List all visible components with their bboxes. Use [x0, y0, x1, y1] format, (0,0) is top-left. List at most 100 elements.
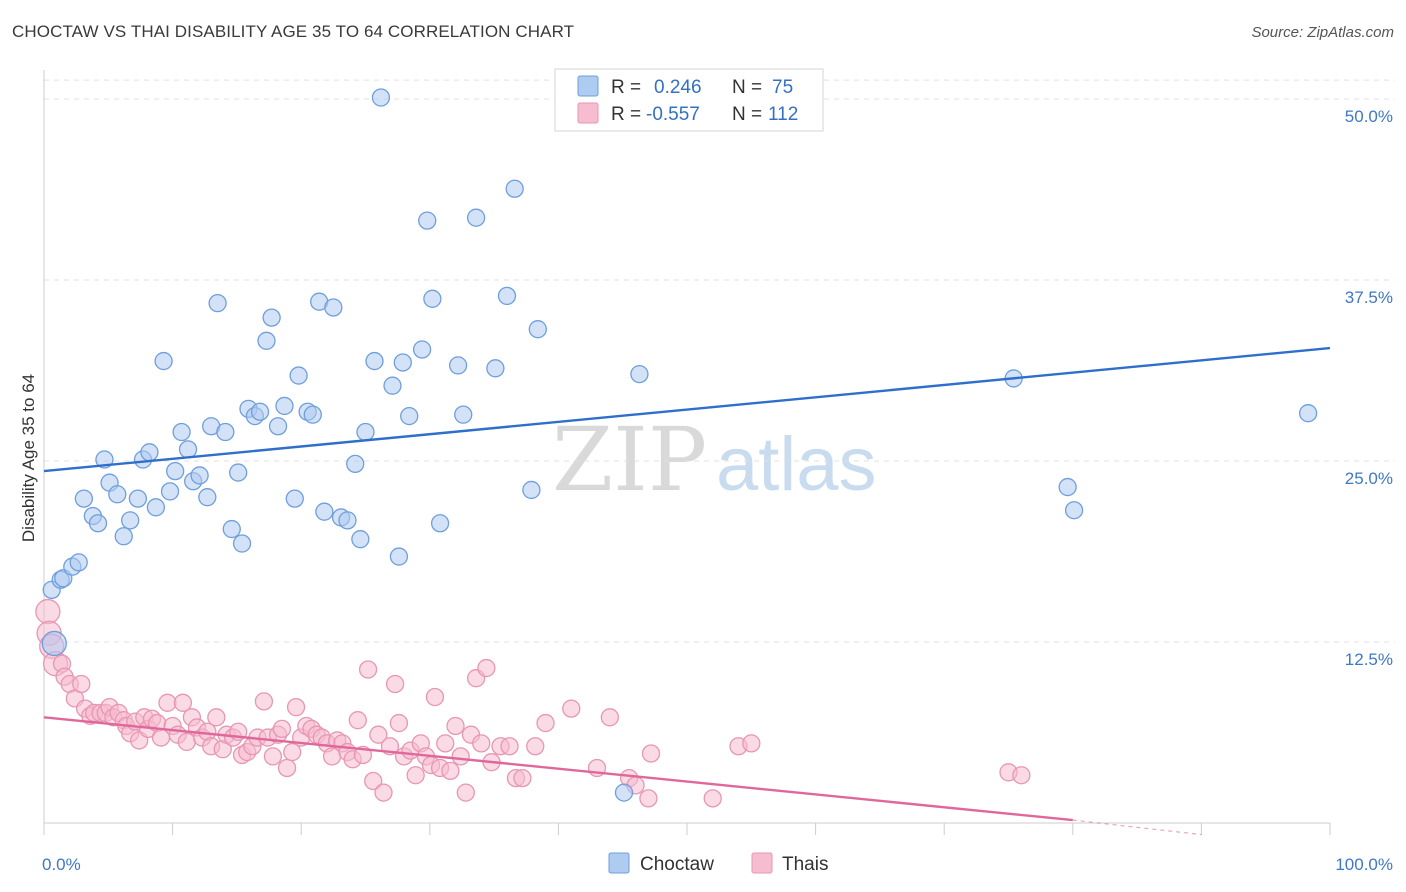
- choctaw-point-52: [371, 88, 391, 107]
- bottom-legend-label-thais: Thais: [782, 854, 828, 875]
- choctaw-point-59: [423, 289, 442, 308]
- choctaw-point-61: [448, 356, 468, 375]
- choctaw-point-39: [285, 489, 304, 508]
- choctaw-point-27: [216, 422, 235, 442]
- choctaw-point-25: [198, 488, 217, 507]
- thais-point-109: [1012, 766, 1031, 785]
- thais-point-53: [286, 698, 306, 717]
- choctaw-point-36: [262, 308, 281, 327]
- choctaw-point-73: [1064, 501, 1084, 520]
- chart-source: Source: ZipAtlas.com: [1251, 24, 1394, 41]
- choctaw-point-13: [121, 511, 140, 530]
- thais-point-72: [385, 674, 405, 694]
- choctaw-point-65: [497, 286, 517, 306]
- choctaw-point-6: [74, 489, 94, 508]
- thais-point-50: [272, 719, 292, 739]
- bottom-legend-swatch-choctaw: [608, 852, 630, 874]
- bottom-legend-swatch-thais: [751, 852, 773, 874]
- choctaw-point-37: [268, 417, 288, 436]
- choctaw-point-49: [351, 530, 370, 549]
- legend-r-value-choctaw: 0.246: [654, 77, 702, 98]
- thais-point-96: [526, 737, 545, 756]
- legend-r-label-choctaw: R =: [611, 77, 641, 98]
- choctaw-point-14: [128, 489, 148, 508]
- choctaw-point-68: [528, 320, 547, 339]
- legend-r-value-thais: -0.557: [646, 104, 700, 125]
- choctaw-point-11: [108, 485, 127, 504]
- legend-n-label-thais: N =: [732, 104, 762, 125]
- thais-point-100: [600, 708, 619, 727]
- legend-swatch-choctaw: [577, 75, 599, 97]
- choctaw-point-53: [383, 376, 402, 395]
- choctaw-point-63: [466, 208, 486, 227]
- thais-point-30: [173, 693, 193, 712]
- thais-point-107: [742, 734, 761, 753]
- thais-point-89: [472, 734, 491, 753]
- choctaw-point-21: [172, 422, 191, 442]
- choctaw-point-16: [140, 443, 159, 462]
- thais-point-51: [277, 758, 297, 778]
- choctaw-point-12: [114, 527, 133, 546]
- thais-point-31: [177, 732, 196, 752]
- series-thais-points: [35, 598, 1031, 808]
- thais-point-103: [639, 789, 658, 808]
- choctaw-point-19: [160, 482, 180, 501]
- thais-point-8: [72, 674, 91, 694]
- thais-point-80: [425, 687, 445, 707]
- thais-point-105: [703, 789, 722, 808]
- choctaw-point-48: [346, 454, 365, 474]
- legend-n-label-choctaw: N =: [732, 77, 762, 98]
- watermark: ZIP atlas: [552, 408, 877, 511]
- thais-point-27: [158, 693, 177, 712]
- choctaw-point-72: [1058, 477, 1077, 497]
- choctaw-point-55: [393, 353, 412, 372]
- choctaw-point-29: [229, 463, 248, 482]
- x-tick-labels: 0.0% 100.0%: [42, 855, 1393, 874]
- thais-point-84: [446, 716, 465, 736]
- thais-point-76: [406, 766, 425, 785]
- choctaw-point-17: [146, 498, 166, 517]
- choctaw-point-70: [630, 364, 649, 384]
- thais-point-86: [456, 783, 475, 802]
- choctaw-point-54: [389, 547, 409, 566]
- legend-n-value-choctaw: 75: [772, 77, 793, 98]
- choctaw-point-66: [505, 179, 524, 198]
- choctaw-point-38: [275, 396, 294, 416]
- y-tick-label-0: 12.5%: [1345, 650, 1393, 669]
- thais-point-82: [436, 734, 455, 753]
- x-tick-label-1: 100.0%: [1335, 855, 1393, 874]
- thais-point-97: [536, 713, 555, 733]
- choctaw-point-62: [454, 405, 473, 424]
- choctaw-point-57: [412, 340, 432, 359]
- choctaw-point-0: [41, 630, 67, 657]
- thais-point-0: [35, 598, 61, 625]
- bottom-legend: Choctaw Thais: [608, 852, 828, 875]
- thais-point-85: [451, 747, 470, 766]
- legend-box: [554, 68, 824, 132]
- choctaw-point-28: [222, 519, 241, 539]
- choctaw-point-5: [69, 553, 88, 572]
- axes: [43, 70, 1331, 835]
- thais-point-46: [254, 692, 274, 711]
- legend-r-label-thais: R =: [611, 104, 641, 125]
- x-tick-label-0: 0.0%: [42, 855, 81, 874]
- choctaw-point-51: [365, 351, 384, 371]
- watermark-atlas: atlas: [716, 422, 877, 507]
- legend: R = 0.246 N = 75 R = -0.557 N = 112: [554, 68, 824, 132]
- choctaw-point-18: [154, 351, 173, 371]
- choctaw-point-74: [1298, 404, 1318, 423]
- choctaw-point-35: [257, 331, 276, 350]
- choctaw-point-60: [430, 514, 450, 533]
- thais-point-70: [374, 783, 393, 802]
- choctaw-point-67: [522, 480, 541, 500]
- choctaw-point-34: [250, 402, 270, 421]
- thais-point-95: [513, 768, 532, 788]
- bottom-legend-label-choctaw: Choctaw: [640, 854, 714, 875]
- trend-lines: [43, 346, 1331, 836]
- thais-point-69: [369, 725, 388, 744]
- choctaw-point-69: [614, 783, 634, 802]
- choctaw-point-20: [166, 461, 185, 481]
- choctaw-point-44: [315, 502, 334, 521]
- y-tick-label-2: 37.5%: [1345, 288, 1393, 307]
